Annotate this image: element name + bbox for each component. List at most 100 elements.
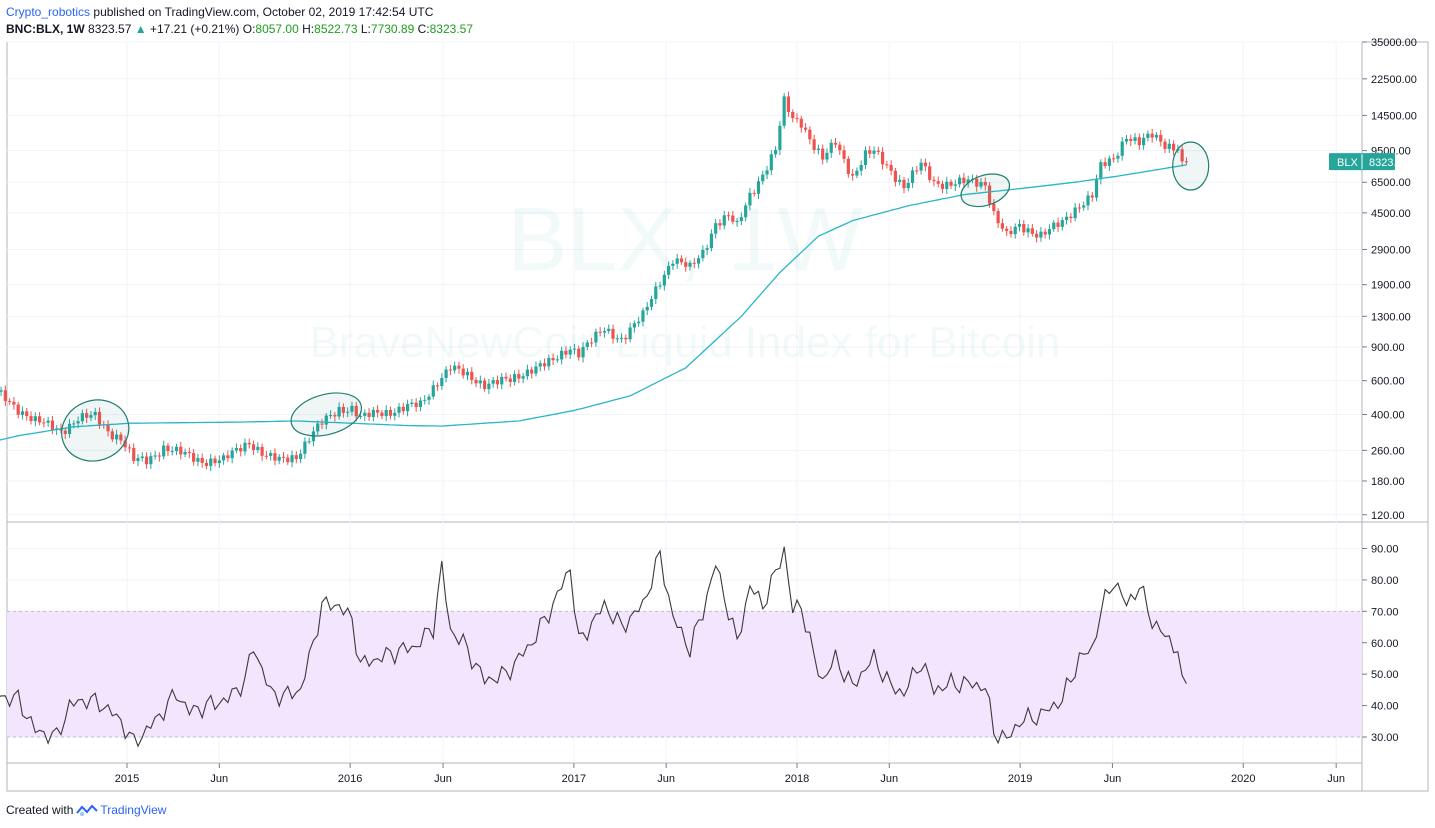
candle-body [230, 450, 234, 459]
candle-body [619, 337, 624, 339]
candle-body [418, 400, 423, 408]
candle-body [294, 455, 298, 460]
price-tick-label: 4500.00 [1371, 208, 1411, 220]
candle-body [187, 452, 191, 454]
price-tag: BLX 8323.57 [1329, 153, 1409, 171]
candle-body [465, 371, 470, 376]
candle-body [842, 150, 846, 159]
candle-body [504, 376, 508, 379]
price-tick-label: 35000.00 [1371, 37, 1417, 49]
candle-body [89, 415, 93, 418]
candle-body [119, 434, 123, 441]
moving-average-series [0, 164, 1187, 441]
author-link[interactable]: Crypto_robotics [6, 5, 91, 19]
candle-body [538, 363, 542, 367]
candle-body [500, 376, 504, 385]
candle-body [226, 455, 230, 459]
candle-body [868, 150, 872, 154]
candle-body [179, 446, 183, 455]
candle-body [1171, 143, 1176, 151]
candle-body [761, 174, 765, 182]
candlestick-series [0, 91, 1189, 472]
candle-body [144, 456, 149, 465]
candle-body [932, 179, 936, 182]
candle-body [769, 154, 773, 171]
time-tick-label: Jun [1327, 773, 1345, 785]
candle-body [542, 363, 547, 367]
publish-info: published on TradingView.com, October 02… [93, 5, 434, 19]
candle-body [316, 423, 320, 432]
candle-body [397, 406, 401, 413]
candle-body [251, 444, 256, 451]
candle-body [1035, 233, 1039, 238]
candle-body [547, 357, 551, 367]
last-price: 8323.57 [88, 22, 132, 36]
candle-body [337, 406, 341, 417]
candle-body [1154, 134, 1159, 138]
candle-body [1116, 155, 1120, 159]
candle-body [427, 396, 431, 400]
rsi-band [7, 610, 1362, 738]
candle-body [1090, 195, 1094, 198]
candle-body [598, 331, 602, 333]
candle-body [679, 258, 684, 263]
candle-body [29, 416, 33, 422]
time-axis[interactable]: 2015 Jun 2016 Jun 2017 Jun 2018 Jun 2019 Jun 2020 J… [115, 763, 1345, 785]
price-axis[interactable]: 35000.0022500.0014500.009500.006500.0045… [1362, 37, 1417, 522]
price-tick-label: 6500.00 [1371, 177, 1411, 189]
candle-body [829, 142, 833, 153]
candle-body [1159, 134, 1163, 142]
candle-body [410, 402, 414, 404]
ohlc-line: BNC:BLX, 1W 8323.57 ▲ +17.21 (+0.21%) O:… [6, 22, 473, 36]
candle-body [371, 409, 375, 418]
rsi-axis[interactable]: 90.00 80.00 70.00 60.00 50.00 40.00 30.00 [1362, 544, 1399, 745]
candle-body [444, 369, 448, 378]
candle-body [555, 359, 559, 361]
candle-body [816, 148, 820, 150]
price-tag-symbol: BLX [1337, 157, 1358, 169]
price-tick-label: 22500.00 [1371, 74, 1417, 86]
publish-line: Crypto_robotics published on TradingView… [6, 5, 433, 19]
candle-body [1043, 231, 1047, 235]
price-tick-label: 2900.00 [1371, 244, 1411, 256]
candle-body [987, 185, 992, 204]
candle-body [692, 262, 696, 264]
candle-body [303, 441, 307, 454]
candle-body [435, 385, 440, 387]
candle-body [414, 402, 418, 408]
candle-body [812, 139, 816, 150]
footer: Created with TradingView [6, 803, 166, 817]
candle-body [363, 412, 367, 416]
tradingview-logo[interactable]: TradingView [76, 803, 166, 817]
candle-body [1064, 216, 1069, 221]
candle-body [786, 96, 791, 112]
candle-body [667, 265, 671, 275]
candle-body [530, 369, 534, 374]
candle-body [393, 412, 397, 416]
candle-body [440, 377, 444, 386]
candle-body [423, 399, 427, 401]
candle-body [1120, 141, 1124, 156]
open-value: 8057.00 [255, 22, 299, 36]
candle-body [461, 368, 465, 376]
candle-body [983, 181, 987, 186]
candle-body [1180, 149, 1184, 162]
candle-body [1013, 226, 1017, 235]
candle-body [1005, 228, 1009, 231]
candle-body [1112, 158, 1116, 160]
candle-body [949, 181, 953, 186]
candle-body [174, 446, 179, 452]
candle-body [649, 298, 654, 307]
candle-body [744, 205, 748, 218]
candle-body [85, 413, 89, 418]
candle-body [1163, 141, 1167, 149]
candle-body [782, 96, 786, 126]
candle-body [512, 374, 517, 382]
candle-body [204, 462, 209, 466]
candle-body [93, 411, 97, 416]
candle-body [166, 445, 170, 452]
candle-body [581, 346, 585, 358]
candle-body [778, 125, 782, 150]
candle-body [508, 378, 512, 382]
